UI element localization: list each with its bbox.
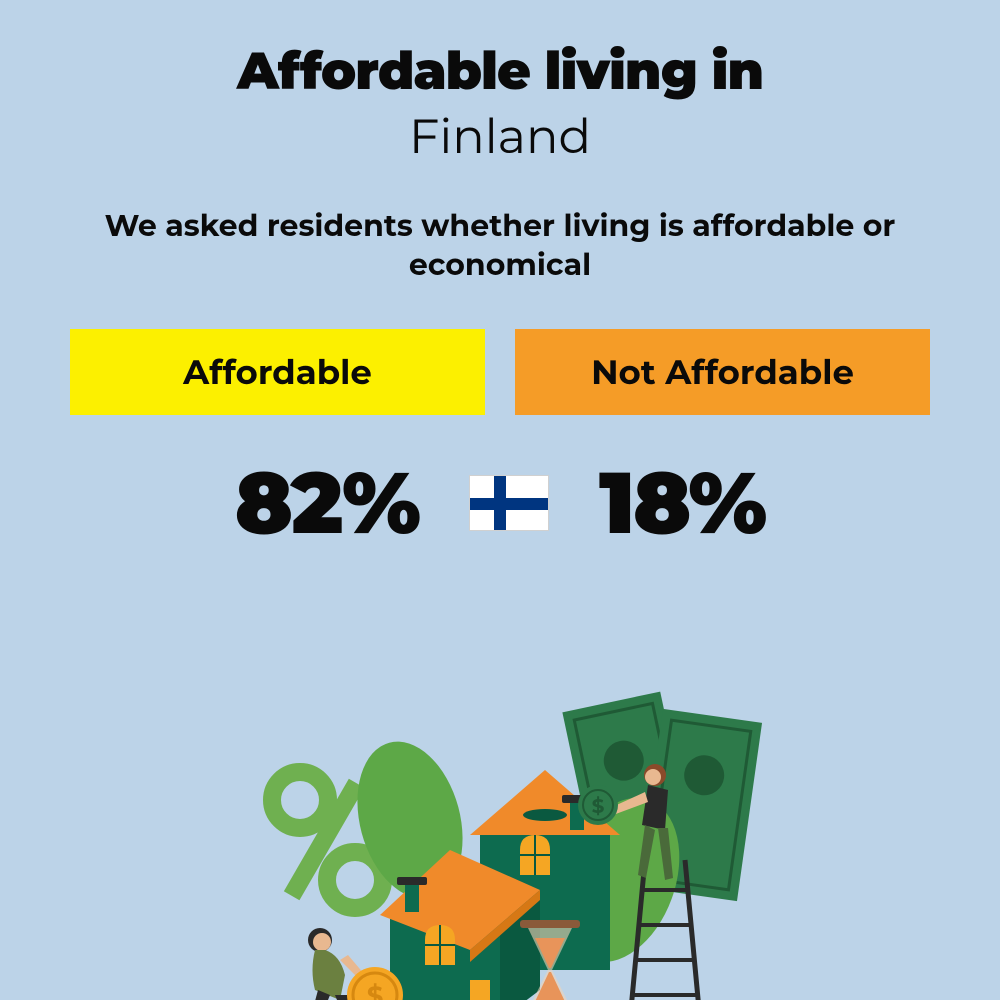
housing-illustration: $ $ (200, 680, 800, 1000)
person-left-icon: $ (308, 928, 403, 1000)
subtitle-text: We asked residents whether living is aff… (0, 206, 1000, 284)
badges-row: Affordable Not Affordable (0, 329, 1000, 415)
illustration-svg: $ $ (200, 680, 800, 1000)
finland-flag-icon (469, 475, 549, 531)
flag-vertical-bar (494, 476, 506, 530)
title-bold: Affordable living in (0, 40, 1000, 103)
stat-affordable: 82% (235, 450, 419, 555)
svg-text:$: $ (367, 980, 384, 1000)
infographic-container: Affordable living in Finland We asked re… (0, 0, 1000, 1000)
svg-text:$: $ (592, 795, 605, 819)
badge-not-affordable: Not Affordable (515, 329, 930, 415)
stats-row: 82% 18% (0, 450, 1000, 555)
stat-not-affordable: 18% (599, 450, 765, 555)
title-country: Finland (0, 108, 1000, 166)
badge-affordable: Affordable (70, 329, 485, 415)
flag-horizontal-bar (470, 498, 548, 510)
